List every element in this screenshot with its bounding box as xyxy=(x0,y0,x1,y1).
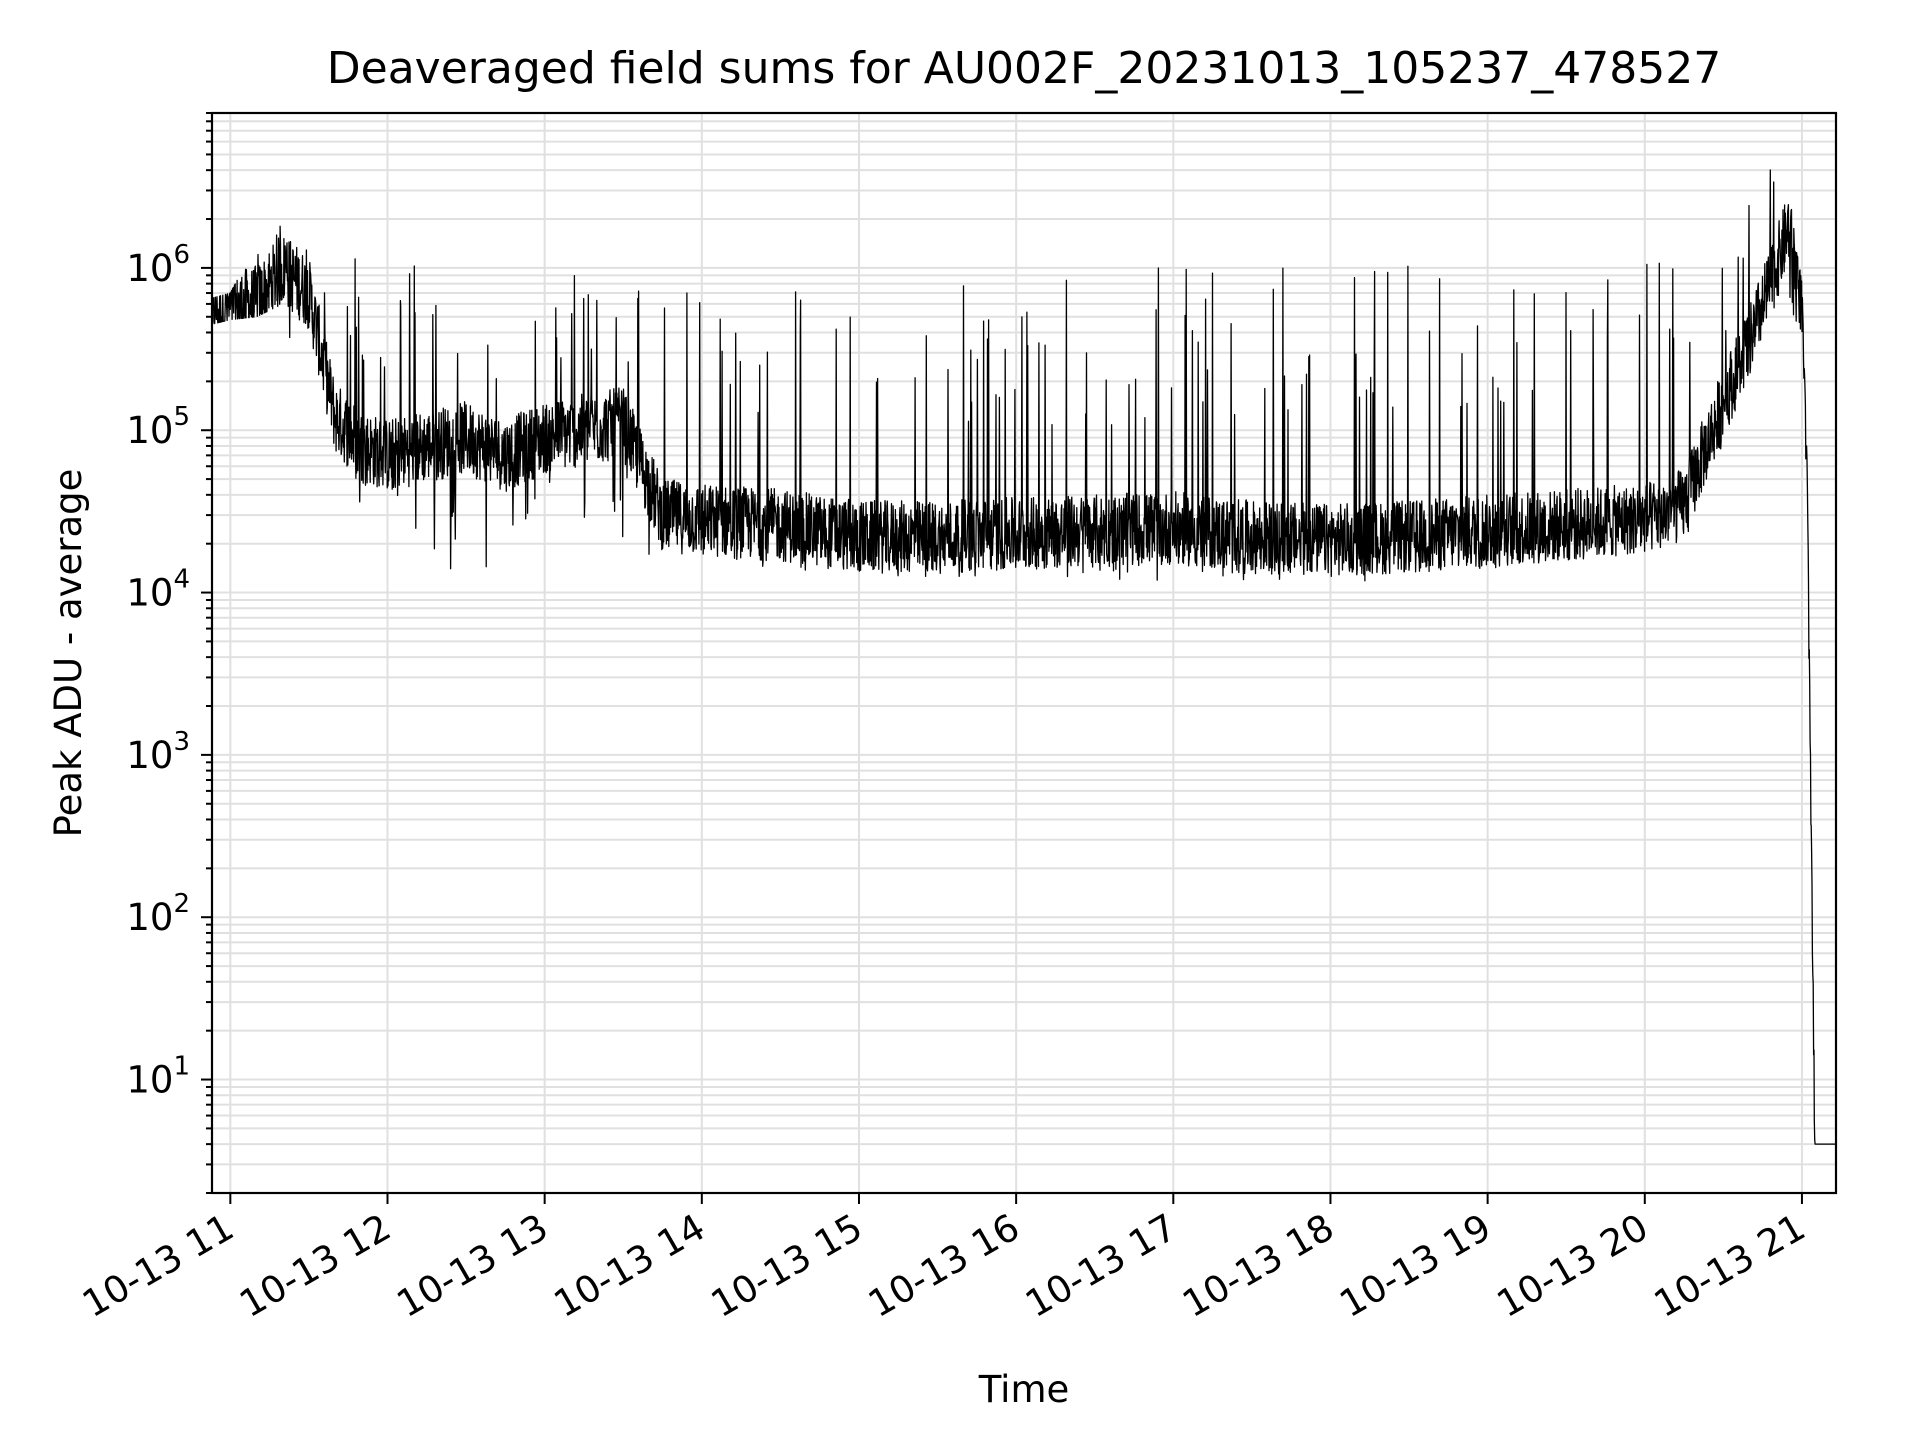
y-tick-label-base: 10 xyxy=(126,734,173,777)
x-axis-label: Time xyxy=(978,1368,1070,1411)
y-tick-label: 101 xyxy=(126,1052,190,1102)
chart-title: Deaveraged field sums for AU002F_2023101… xyxy=(327,43,1721,94)
y-tick-label-base: 10 xyxy=(126,572,173,615)
y-axis-label: Peak ADU - average xyxy=(47,469,90,838)
y-tick-label-exponent: 5 xyxy=(173,402,190,432)
data-series-line xyxy=(211,169,1837,1145)
y-tick-label-base: 10 xyxy=(126,896,173,939)
y-tick-label: 103 xyxy=(126,727,190,777)
grid-layer xyxy=(212,112,1836,1194)
y-tick-label-exponent: 3 xyxy=(173,727,190,757)
y-tick-label-exponent: 1 xyxy=(173,1052,190,1082)
plot-frame xyxy=(210,111,1838,1195)
y-tick-label: 106 xyxy=(126,240,190,290)
y-tick-label-base: 10 xyxy=(126,1059,173,1102)
y-tick-label: 104 xyxy=(126,565,190,615)
y-tick-label-base: 10 xyxy=(126,409,173,452)
y-tick-label-base: 10 xyxy=(126,247,173,290)
data-layer xyxy=(211,169,1837,1145)
y-tick-label: 105 xyxy=(126,402,190,452)
y-tick-label: 102 xyxy=(126,889,190,939)
y-tick-label-exponent: 4 xyxy=(173,565,190,595)
y-tick-label-exponent: 6 xyxy=(173,240,190,270)
y-tick-label-exponent: 2 xyxy=(173,889,190,919)
